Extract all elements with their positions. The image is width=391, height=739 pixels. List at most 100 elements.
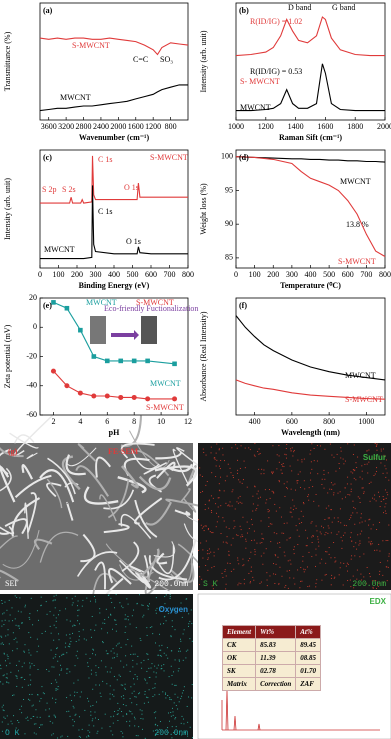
dot <box>299 486 301 488</box>
dot <box>311 443 313 445</box>
dot <box>58 639 60 641</box>
dot <box>142 718 144 720</box>
dot <box>132 653 134 655</box>
dot <box>113 657 115 659</box>
dot <box>290 448 292 450</box>
dot <box>19 597 21 599</box>
dot <box>188 623 190 625</box>
dot <box>243 578 245 580</box>
dot <box>191 623 193 625</box>
dot <box>134 674 136 676</box>
dot <box>210 551 212 553</box>
fiber <box>39 469 75 503</box>
dot <box>59 656 61 658</box>
dot <box>242 536 244 538</box>
dot <box>113 652 115 654</box>
annotation: C 1s <box>98 207 112 216</box>
dot <box>74 625 76 627</box>
dot <box>334 561 336 563</box>
x-tick-label: 3200 <box>58 122 74 131</box>
dot <box>333 494 335 496</box>
dot <box>73 682 75 684</box>
dot <box>350 532 352 534</box>
dot <box>140 662 142 664</box>
dot <box>122 684 124 686</box>
dot <box>79 736 81 738</box>
annotation: R(ID/IG) = 0.53 <box>250 67 302 76</box>
dot <box>83 638 85 640</box>
series-label: S-MWCNT <box>146 403 184 412</box>
dot <box>379 561 381 563</box>
dot <box>330 557 332 559</box>
dot <box>82 629 84 631</box>
dot <box>312 486 314 488</box>
dot <box>297 544 299 546</box>
dot <box>299 522 301 524</box>
dot <box>334 483 336 485</box>
dot <box>338 574 340 576</box>
dot <box>208 500 210 502</box>
dot <box>92 688 94 690</box>
dot <box>69 620 71 622</box>
dot <box>170 711 172 713</box>
dot <box>127 619 129 621</box>
dot <box>239 495 241 497</box>
dot <box>178 659 180 661</box>
dot <box>111 601 113 603</box>
dot <box>25 717 27 719</box>
dot <box>147 608 149 610</box>
dot <box>121 710 123 712</box>
marker <box>104 393 110 399</box>
dot <box>30 654 32 656</box>
dot <box>120 684 122 686</box>
dot <box>46 702 48 704</box>
dot <box>305 529 307 531</box>
dot <box>71 598 73 600</box>
dot <box>347 476 349 478</box>
dot <box>183 686 185 688</box>
dot <box>18 625 20 627</box>
dot <box>254 486 256 488</box>
dot <box>154 687 156 689</box>
table-cell: 08.85 <box>295 651 321 665</box>
dot <box>217 497 219 499</box>
dot <box>340 522 342 524</box>
dot <box>218 483 220 485</box>
x-axis-label: Wavelength (nm) <box>281 428 340 437</box>
dot <box>72 719 74 721</box>
dot <box>174 693 176 695</box>
dot <box>95 674 97 676</box>
dot <box>276 468 278 470</box>
dot <box>356 512 358 514</box>
dot <box>72 625 74 627</box>
dot <box>175 705 177 707</box>
dot <box>110 716 112 718</box>
dot <box>246 521 248 523</box>
dot <box>350 558 352 560</box>
dot <box>373 457 375 459</box>
dot <box>86 597 88 599</box>
y-tick-label: 85 <box>225 253 233 262</box>
dot <box>93 649 95 651</box>
series-line <box>235 16 385 57</box>
fiber <box>145 501 172 526</box>
plot-frame <box>39 297 189 416</box>
dot <box>388 553 390 555</box>
dot <box>210 495 212 497</box>
dot <box>122 607 124 609</box>
dot <box>332 484 334 486</box>
dot <box>110 597 112 599</box>
dot <box>38 645 40 647</box>
dot <box>124 688 126 690</box>
fiber <box>9 432 39 449</box>
dot <box>147 605 149 607</box>
dot <box>353 477 355 479</box>
x-axis-label: Wavenumber (cm⁻¹) <box>79 133 150 142</box>
dot <box>388 555 390 557</box>
dot <box>5 677 7 679</box>
dot <box>279 566 281 568</box>
dot <box>256 542 258 544</box>
dot <box>353 444 355 446</box>
dot <box>294 583 296 585</box>
dot <box>321 579 323 581</box>
